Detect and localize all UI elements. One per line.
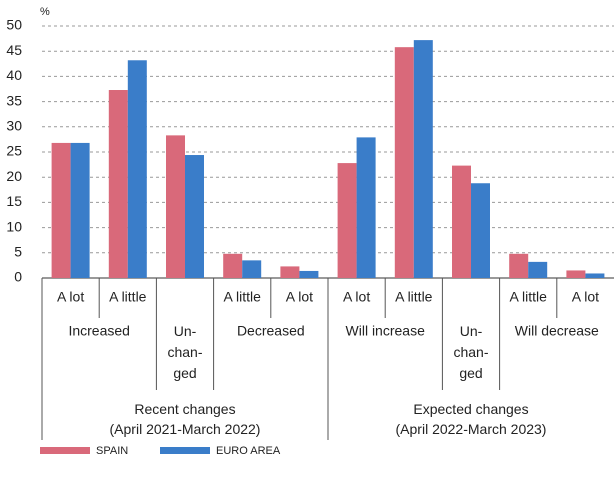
section-label: Recent changes (April 2021-March 2022) (110, 401, 261, 437)
bar (223, 253, 243, 278)
bar (528, 261, 548, 278)
bar (471, 183, 490, 278)
x-tick-label: A little (510, 289, 548, 305)
y-tick-label: 40 (6, 67, 22, 83)
bar (299, 270, 319, 278)
group-label: Increased (68, 323, 129, 339)
x-tick-label: A lot (57, 289, 84, 305)
bar (280, 266, 300, 278)
legend-swatch (160, 447, 210, 454)
bar (452, 165, 471, 278)
section-label: Expected changes (April 2022-March 2023) (396, 401, 547, 437)
bar (242, 260, 262, 278)
x-tick-label: A little (395, 289, 433, 305)
legend-swatch (40, 447, 90, 454)
y-tick-label: 25 (6, 143, 22, 159)
x-tick-label: A lot (343, 289, 370, 305)
bar (51, 142, 71, 278)
x-tick-label: A lot (286, 289, 313, 305)
bar (166, 135, 185, 278)
y-tick-label: 20 (6, 168, 22, 184)
bar (127, 60, 147, 278)
y-tick-label: 35 (6, 92, 22, 108)
bar (585, 273, 605, 278)
y-tick-label: 0 (14, 269, 22, 285)
y-tick-label: 10 (6, 218, 22, 234)
legend-label: SPAIN (96, 445, 128, 457)
bar (509, 253, 529, 278)
group-label: Un-chan-ged (453, 323, 488, 381)
bar (566, 270, 586, 278)
bar (337, 163, 357, 278)
bar (185, 155, 204, 278)
y-tick-label: 50 (6, 17, 22, 33)
bar (70, 142, 90, 278)
x-tick-label: A lot (572, 289, 599, 305)
group-label: Will increase (346, 323, 426, 339)
bar (356, 137, 376, 278)
y-tick-label: 15 (6, 193, 22, 209)
x-tick-label: A little (224, 289, 262, 305)
group-label: Decreased (237, 323, 305, 339)
group-label: Will decrease (515, 323, 599, 339)
legend-label: EURO AREA (216, 445, 281, 457)
y-tick-label: 30 (6, 118, 22, 134)
y-axis-label: % (40, 6, 50, 18)
group-label: Un-chan-ged (167, 323, 202, 381)
y-tick-label: 45 (6, 42, 22, 58)
bar (394, 47, 414, 278)
bar (108, 90, 128, 279)
y-tick-label: 5 (14, 244, 22, 260)
x-tick-label: A little (109, 289, 147, 305)
bar (413, 40, 433, 278)
